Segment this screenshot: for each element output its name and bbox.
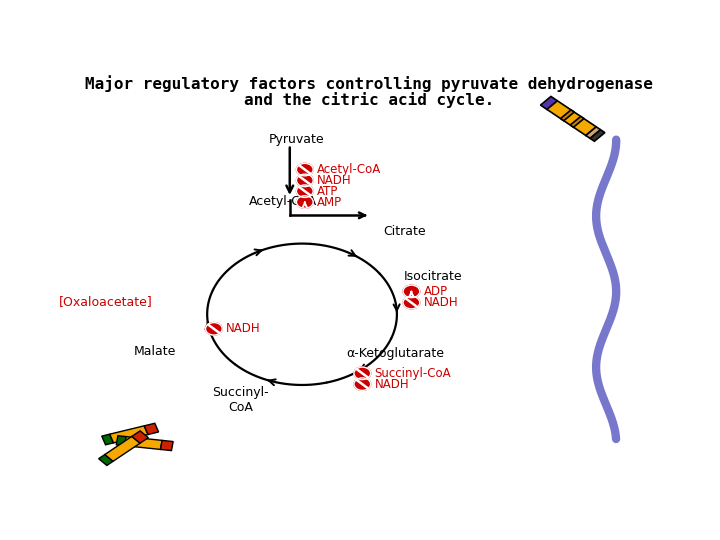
Bar — [586, 127, 600, 138]
Text: ADP: ADP — [423, 285, 448, 298]
Bar — [109, 426, 148, 443]
Text: Succinyl-CoA: Succinyl-CoA — [374, 367, 451, 380]
Bar — [547, 101, 596, 136]
Bar — [132, 431, 148, 443]
Text: ATP: ATP — [317, 185, 338, 198]
Bar — [105, 436, 140, 461]
Bar — [144, 423, 158, 435]
Circle shape — [205, 322, 222, 335]
Text: NADH: NADH — [423, 296, 459, 309]
Text: Succinyl-
CoA: Succinyl- CoA — [212, 386, 269, 414]
Bar — [125, 437, 162, 449]
Text: AMP: AMP — [317, 195, 342, 208]
Bar — [102, 434, 114, 445]
Text: Major regulatory factors controlling pyruvate dehydrogenase: Major regulatory factors controlling pyr… — [85, 75, 653, 92]
Text: Malate: Malate — [134, 345, 176, 358]
Circle shape — [354, 378, 371, 390]
Text: NADH: NADH — [317, 174, 352, 187]
Text: NADH: NADH — [374, 377, 409, 390]
Text: NADH: NADH — [226, 322, 261, 335]
Circle shape — [403, 296, 420, 309]
Bar — [570, 117, 584, 127]
Text: Acetyl-CoA: Acetyl-CoA — [317, 163, 382, 176]
Text: Isocitrate: Isocitrate — [404, 271, 462, 284]
Circle shape — [403, 285, 420, 298]
Text: Citrate: Citrate — [383, 225, 426, 238]
Circle shape — [297, 163, 313, 176]
Bar — [161, 441, 174, 450]
Text: Pyruvate: Pyruvate — [269, 133, 324, 146]
Circle shape — [297, 185, 313, 198]
Bar — [541, 97, 557, 110]
Bar — [116, 436, 126, 446]
Text: and the citric acid cycle.: and the citric acid cycle. — [244, 92, 494, 108]
Text: Acetyl-CoA: Acetyl-CoA — [249, 195, 317, 208]
Text: α-Ketoglutarate: α-Ketoglutarate — [347, 347, 445, 360]
Bar — [590, 130, 605, 141]
Text: [Oxaloacetate]: [Oxaloacetate] — [59, 295, 153, 308]
Bar — [99, 455, 113, 465]
Bar — [561, 110, 575, 121]
Circle shape — [354, 367, 371, 380]
Circle shape — [297, 174, 313, 187]
Circle shape — [297, 196, 313, 208]
